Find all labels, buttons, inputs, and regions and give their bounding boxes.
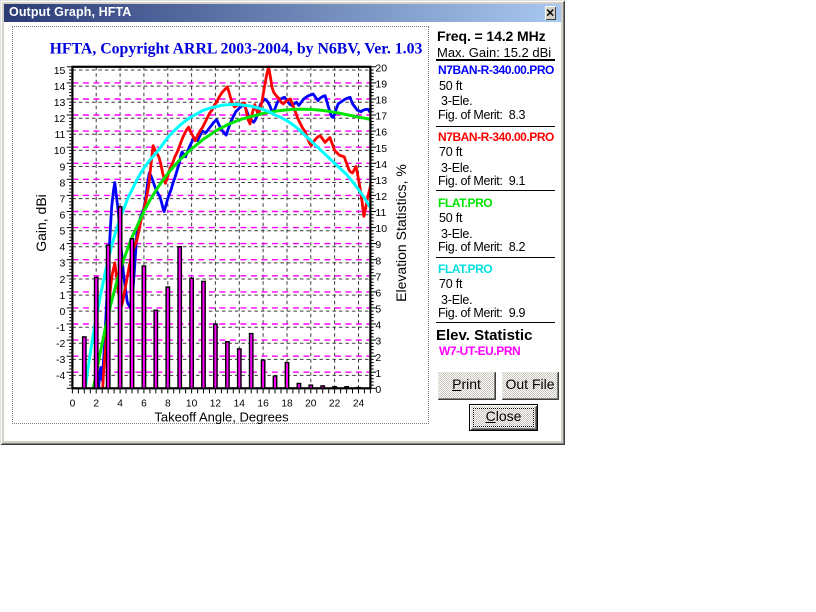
svg-text:2: 2 [93,398,99,409]
svg-text:15: 15 [375,143,387,155]
svg-text:9: 9 [375,239,381,251]
svg-text:9: 9 [60,161,66,173]
svg-text:14: 14 [375,159,387,171]
svg-text:0: 0 [60,306,66,318]
svg-text:10: 10 [186,398,198,409]
svg-text:17: 17 [375,111,387,123]
svg-text:13: 13 [375,175,387,187]
svg-text:22: 22 [329,398,341,409]
svg-text:8: 8 [375,255,381,267]
svg-text:12: 12 [210,398,222,409]
svg-text:10: 10 [54,145,66,157]
svg-text:5: 5 [375,304,381,316]
svg-text:3: 3 [375,336,381,348]
svg-text:7: 7 [60,193,66,205]
svg-text:10: 10 [375,223,387,235]
svg-text:1: 1 [375,368,381,380]
svg-text:6: 6 [375,288,381,300]
svg-text:4: 4 [60,242,66,254]
svg-text:Takeoff Angle, Degrees: Takeoff Angle, Degrees [154,410,289,425]
svg-text:12: 12 [375,191,387,203]
svg-text:15: 15 [54,65,66,77]
svg-text:11: 11 [375,207,386,219]
svg-text:-2: -2 [56,338,65,350]
svg-text:13: 13 [54,97,66,109]
svg-text:-1: -1 [56,322,65,334]
svg-text:18: 18 [375,95,387,107]
svg-text:-4: -4 [56,370,65,382]
svg-text:3: 3 [60,258,66,270]
svg-text:19: 19 [375,79,387,91]
svg-text:HFTA, Copyright ARRL 2003-2004: HFTA, Copyright ARRL 2003-2004, by N6BV,… [50,41,423,58]
svg-text:14: 14 [54,81,66,93]
svg-text:16: 16 [375,127,387,139]
svg-text:20: 20 [305,398,317,409]
svg-text:4: 4 [375,320,381,332]
svg-text:7: 7 [375,271,381,283]
svg-text:8: 8 [165,398,171,409]
svg-text:4: 4 [117,398,123,409]
svg-text:6: 6 [60,210,66,222]
svg-text:-3: -3 [56,354,65,366]
svg-text:6: 6 [141,398,147,409]
svg-text:Gain, dBi: Gain, dBi [33,194,49,252]
svg-text:Elevation Statistics, %: Elevation Statistics, % [393,164,409,302]
svg-text:2: 2 [60,274,66,286]
svg-text:16: 16 [257,398,269,409]
svg-text:0: 0 [70,398,76,409]
svg-text:11: 11 [54,129,65,141]
svg-text:24: 24 [353,398,365,409]
svg-text:20: 20 [375,62,387,74]
svg-text:0: 0 [375,384,381,396]
svg-text:14: 14 [234,398,246,409]
svg-text:2: 2 [375,352,381,364]
svg-text:12: 12 [54,113,66,125]
svg-text:18: 18 [281,398,293,409]
svg-text:8: 8 [60,177,66,189]
svg-text:5: 5 [60,226,66,238]
svg-text:1: 1 [60,290,66,302]
